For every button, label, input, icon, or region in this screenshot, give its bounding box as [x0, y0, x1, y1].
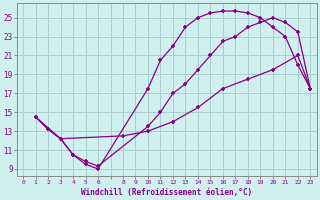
X-axis label: Windchill (Refroidissement éolien,°C): Windchill (Refroidissement éolien,°C) [81, 188, 252, 197]
